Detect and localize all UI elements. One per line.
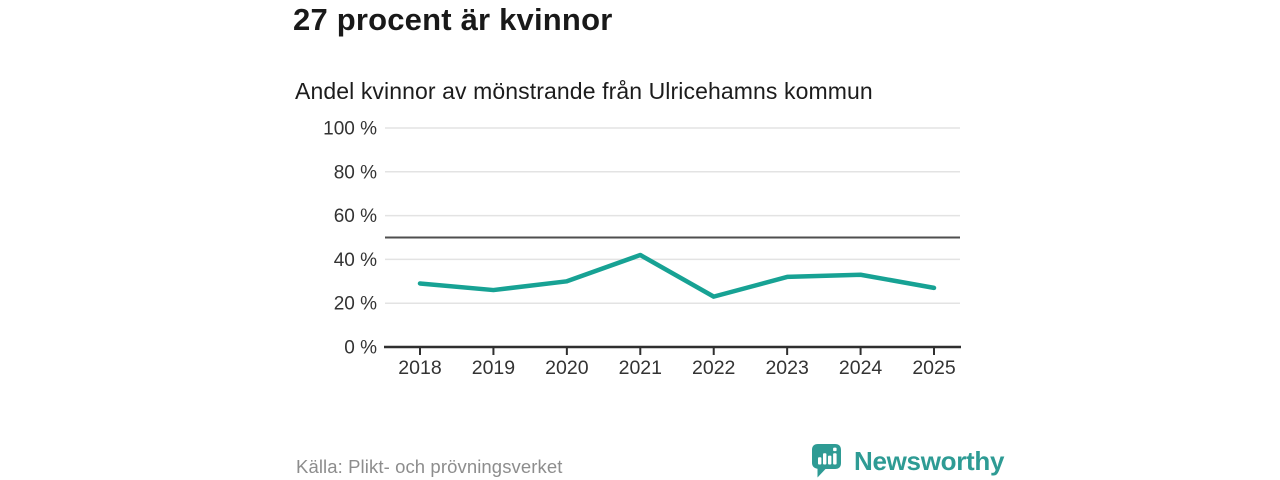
x-axis-tick-label: 2021 (619, 357, 662, 379)
logo-exclamation-dot (833, 447, 837, 452)
y-axis-tick-label: 60 % (334, 206, 377, 227)
x-axis-tick-label: 2024 (839, 357, 883, 379)
chart-subtitle: Andel kvinnor av mönstrande från Ulriceh… (295, 78, 873, 104)
source-note: Källa: Plikt- och prövningsverket (296, 456, 563, 477)
logo-bar-short (818, 457, 822, 465)
newsworthy-wordmark: Newsworthy (854, 445, 1005, 476)
x-axis-tick-label: 2019 (472, 357, 515, 379)
line-chart: 0 % 20 % 40 % 60 % 80 % 100 % 2018 2019 2020 2021… (300, 112, 980, 397)
newsworthy-brand: Newsworthy (812, 443, 1004, 479)
x-axis-tick-label: 2022 (692, 357, 735, 379)
x-axis-tick-label: 2025 (912, 357, 956, 379)
y-axis-tick-label: 40 % (334, 250, 377, 271)
x-axis-tick-label: 2020 (545, 357, 589, 379)
x-axis-tick-label: 2018 (398, 357, 441, 379)
page-title: 27 procent är kvinnor (293, 2, 613, 37)
x-axis-tick-label: 2023 (765, 357, 808, 379)
logo-bar-tall (823, 453, 827, 465)
logo-exclamation-bar (833, 453, 837, 465)
newsworthy-logo-icon (812, 444, 841, 478)
logo-bar-medium (828, 455, 832, 465)
y-axis-tick-label: 80 % (334, 162, 377, 183)
y-axis-tick-label: 100 % (323, 119, 377, 140)
line-chart-svg: 0 % 20 % 40 % 60 % 80 % 100 % 2018 2019 2020 2021… (323, 119, 961, 379)
y-axis-tick-label: 0 % (344, 338, 377, 359)
data-line-andel-kvinnor (417, 252, 937, 299)
y-axis-tick-label: 20 % (334, 294, 377, 315)
